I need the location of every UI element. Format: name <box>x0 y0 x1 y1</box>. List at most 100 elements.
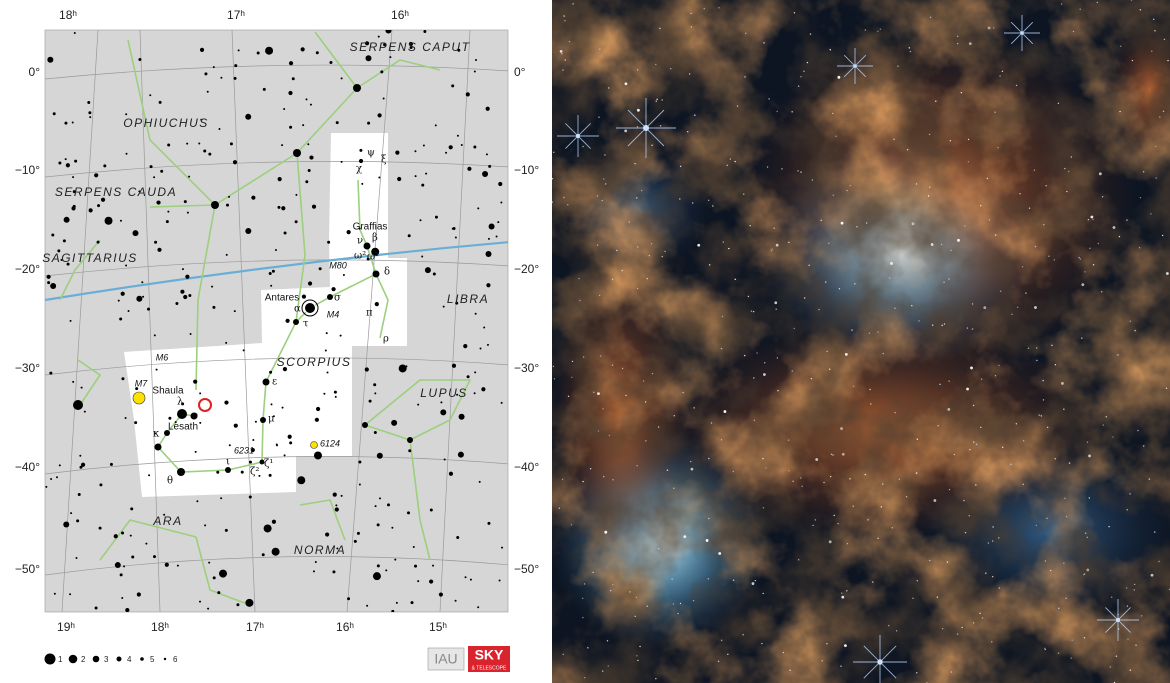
star <box>63 216 70 223</box>
star <box>77 493 81 497</box>
photo-star <box>1034 306 1037 309</box>
star <box>124 416 127 419</box>
photo-star <box>1129 493 1131 495</box>
photo-star <box>611 364 614 366</box>
photo-star <box>1138 246 1141 249</box>
photo-star <box>762 457 764 460</box>
photo-star <box>568 40 571 43</box>
photo-star <box>645 440 647 442</box>
star <box>361 182 364 185</box>
star <box>74 159 78 163</box>
star <box>248 495 252 499</box>
photo-star <box>692 599 695 602</box>
star <box>207 607 210 610</box>
star <box>460 144 463 147</box>
star <box>451 363 457 368</box>
star-name: Antares <box>265 293 299 304</box>
star <box>268 473 272 477</box>
star <box>157 247 162 252</box>
photo-star <box>1087 218 1090 221</box>
star <box>372 572 381 581</box>
photo-star <box>1046 426 1049 429</box>
star <box>479 347 482 350</box>
photo-star <box>744 76 746 78</box>
photo-star <box>608 434 611 437</box>
star <box>234 64 238 68</box>
photo-star <box>722 241 724 243</box>
star <box>53 592 56 595</box>
star <box>45 485 48 488</box>
star <box>356 531 360 535</box>
star <box>233 423 238 428</box>
legend-dot <box>163 657 167 661</box>
photo-star <box>975 443 978 446</box>
star <box>485 153 488 156</box>
photo-star <box>720 439 723 441</box>
legend-label: 4 <box>127 655 132 664</box>
photo-star <box>894 412 896 414</box>
photo-star <box>752 310 755 313</box>
star <box>473 145 477 149</box>
star <box>163 513 166 516</box>
star <box>358 460 362 464</box>
greek-letter: α <box>294 304 301 315</box>
diffraction-spike <box>616 98 676 158</box>
photo-star <box>743 193 745 195</box>
photo-star <box>891 527 894 529</box>
photo-star <box>1016 306 1019 309</box>
star <box>307 143 310 146</box>
photo-star <box>985 572 987 574</box>
photo-star <box>1125 587 1128 589</box>
photo-star <box>1081 337 1083 339</box>
star <box>486 343 489 346</box>
photo-star <box>788 241 790 244</box>
photo-star <box>655 677 657 680</box>
dec-label: −40° <box>15 460 40 474</box>
star <box>268 272 272 276</box>
photo-star <box>749 224 751 227</box>
star <box>389 56 392 59</box>
star <box>99 483 103 487</box>
photo-star <box>766 166 769 168</box>
star <box>83 410 86 413</box>
photo-star <box>659 27 661 30</box>
photo-star <box>911 222 915 226</box>
star <box>410 601 414 605</box>
photo-star <box>743 354 746 357</box>
photo-star <box>1057 652 1060 654</box>
star <box>300 47 305 52</box>
photo-star <box>964 531 967 534</box>
star <box>414 564 418 568</box>
greek-letter: ε <box>272 377 277 388</box>
star <box>454 236 457 239</box>
photo-star <box>1049 569 1052 572</box>
greek-letter: ζ¹ <box>264 459 273 470</box>
star <box>272 415 275 418</box>
photo-star <box>601 670 604 672</box>
star <box>474 58 477 61</box>
star <box>276 444 279 447</box>
photo-star <box>607 665 609 667</box>
star <box>373 383 377 387</box>
photo-star <box>814 519 817 521</box>
star <box>225 341 228 344</box>
photo-star <box>636 69 639 71</box>
star <box>119 317 123 321</box>
star <box>281 406 284 409</box>
photo-star <box>1064 167 1066 170</box>
photo-star <box>1079 258 1081 260</box>
star <box>445 151 448 154</box>
star <box>456 134 459 137</box>
photo-star <box>969 448 971 451</box>
photo-star <box>753 419 756 422</box>
photo-star <box>765 467 767 469</box>
star <box>285 318 290 323</box>
star <box>394 558 397 561</box>
photo-star <box>1033 169 1036 171</box>
deep-sky-label: M80 <box>329 260 347 270</box>
photo-star <box>768 98 770 100</box>
photo-star <box>729 158 732 160</box>
star <box>252 438 255 441</box>
photo-star <box>999 290 1002 292</box>
